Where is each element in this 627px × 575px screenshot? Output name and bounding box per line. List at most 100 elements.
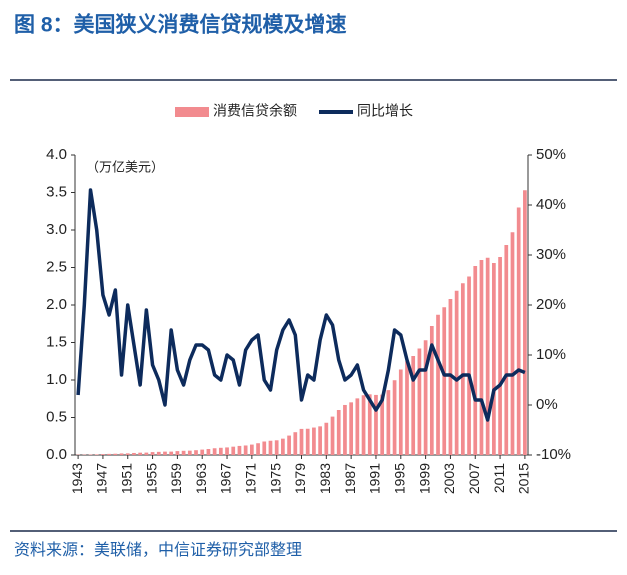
bar bbox=[480, 260, 484, 455]
bar bbox=[287, 436, 291, 455]
bar bbox=[467, 277, 471, 456]
y-tick-label: 2.5 bbox=[46, 258, 67, 275]
bar bbox=[269, 441, 273, 455]
bar bbox=[256, 443, 260, 455]
bar bbox=[393, 380, 397, 455]
x-tick-label: 1971 bbox=[243, 463, 259, 494]
bar bbox=[200, 450, 204, 455]
bar bbox=[225, 447, 229, 455]
x-tick-label: 2007 bbox=[466, 463, 482, 494]
source: 资料来源：美联储，中信证券研究部整理 bbox=[14, 541, 302, 559]
bar bbox=[132, 453, 136, 455]
bar bbox=[374, 395, 378, 455]
bar bbox=[300, 429, 304, 455]
y2-tick-label: 0% bbox=[536, 396, 558, 413]
x-tick-label: 1963 bbox=[193, 463, 209, 494]
bar bbox=[418, 349, 422, 456]
bar bbox=[120, 453, 124, 455]
y-tick-label: 3.5 bbox=[46, 183, 67, 200]
bar bbox=[238, 446, 242, 455]
bar bbox=[504, 245, 508, 455]
bar bbox=[312, 428, 316, 455]
y-tick-label: 1.5 bbox=[46, 333, 67, 350]
x-tick-label: 1991 bbox=[367, 463, 383, 494]
bar bbox=[275, 440, 279, 455]
x-tick-label: 1987 bbox=[342, 463, 358, 494]
bar bbox=[405, 361, 409, 455]
y-axis-label: （万亿美元） bbox=[86, 159, 164, 174]
y2-tick-label: 40% bbox=[536, 196, 566, 213]
x-tick-label: 1975 bbox=[267, 463, 283, 494]
bar bbox=[176, 451, 180, 455]
bar bbox=[498, 257, 502, 455]
bar bbox=[331, 417, 335, 455]
bar bbox=[473, 266, 477, 455]
legend-label: 消费信贷余额 bbox=[213, 103, 297, 119]
bar bbox=[318, 426, 322, 455]
bar bbox=[244, 445, 248, 455]
bar bbox=[461, 283, 465, 455]
bar bbox=[387, 390, 391, 455]
x-tick-label: 1999 bbox=[416, 463, 432, 494]
bar bbox=[355, 398, 359, 455]
x-tick-label: 1955 bbox=[143, 463, 159, 494]
bar bbox=[188, 451, 192, 455]
bar bbox=[281, 439, 285, 455]
bar bbox=[182, 451, 186, 455]
y2-tick-label: -10% bbox=[536, 446, 571, 463]
bar bbox=[213, 448, 217, 455]
y2-tick-label: 10% bbox=[536, 346, 566, 363]
x-tick-label: 1951 bbox=[118, 463, 134, 494]
x-tick-label: 1979 bbox=[292, 463, 308, 494]
bar bbox=[107, 454, 111, 455]
y2-tick-label: 30% bbox=[536, 246, 566, 263]
y-tick-label: 0.5 bbox=[46, 408, 67, 425]
bar bbox=[95, 454, 99, 455]
bar bbox=[219, 448, 223, 455]
bar bbox=[362, 395, 366, 455]
bar bbox=[138, 453, 142, 455]
y-tick-label: 3.0 bbox=[46, 221, 67, 238]
bar bbox=[194, 450, 198, 455]
bar bbox=[101, 454, 105, 455]
bar bbox=[455, 291, 459, 455]
bar bbox=[113, 454, 117, 455]
y-tick-label: 0.0 bbox=[46, 446, 67, 463]
bar bbox=[145, 453, 149, 455]
bar bbox=[343, 405, 347, 455]
bar bbox=[262, 442, 266, 456]
bar bbox=[436, 315, 440, 455]
y-tick-label: 2.0 bbox=[46, 296, 67, 313]
bar bbox=[207, 449, 211, 455]
x-tick-label: 2015 bbox=[516, 463, 532, 494]
y2-tick-label: 20% bbox=[536, 296, 566, 313]
bar bbox=[486, 258, 490, 455]
y-tick-label: 1.0 bbox=[46, 371, 67, 388]
x-tick-label: 1943 bbox=[69, 463, 85, 494]
bar bbox=[337, 410, 341, 455]
x-tick-label: 1947 bbox=[94, 463, 110, 494]
bar bbox=[293, 432, 297, 455]
bar bbox=[169, 452, 173, 455]
bar bbox=[424, 340, 428, 455]
x-tick-label: 1967 bbox=[218, 463, 234, 494]
bar bbox=[349, 402, 353, 455]
legend-swatch bbox=[175, 107, 209, 117]
y-tick-label: 4.0 bbox=[46, 146, 67, 163]
x-tick-label: 1995 bbox=[391, 463, 407, 494]
bar bbox=[157, 452, 161, 455]
bar bbox=[250, 445, 254, 455]
bar bbox=[517, 208, 521, 456]
bar bbox=[151, 452, 155, 455]
chart-title: 图 8：美国狭义消费信贷规模及增速 bbox=[14, 13, 347, 37]
bar bbox=[511, 232, 515, 455]
bar bbox=[492, 263, 496, 455]
y2-tick-label: 50% bbox=[536, 146, 566, 163]
x-tick-label: 2011 bbox=[491, 463, 507, 493]
x-tick-label: 1959 bbox=[168, 463, 184, 494]
bar bbox=[442, 307, 446, 455]
bar bbox=[231, 447, 235, 455]
x-tick-label: 1983 bbox=[317, 463, 333, 494]
bar bbox=[126, 453, 130, 455]
x-tick-label: 2003 bbox=[441, 463, 457, 494]
